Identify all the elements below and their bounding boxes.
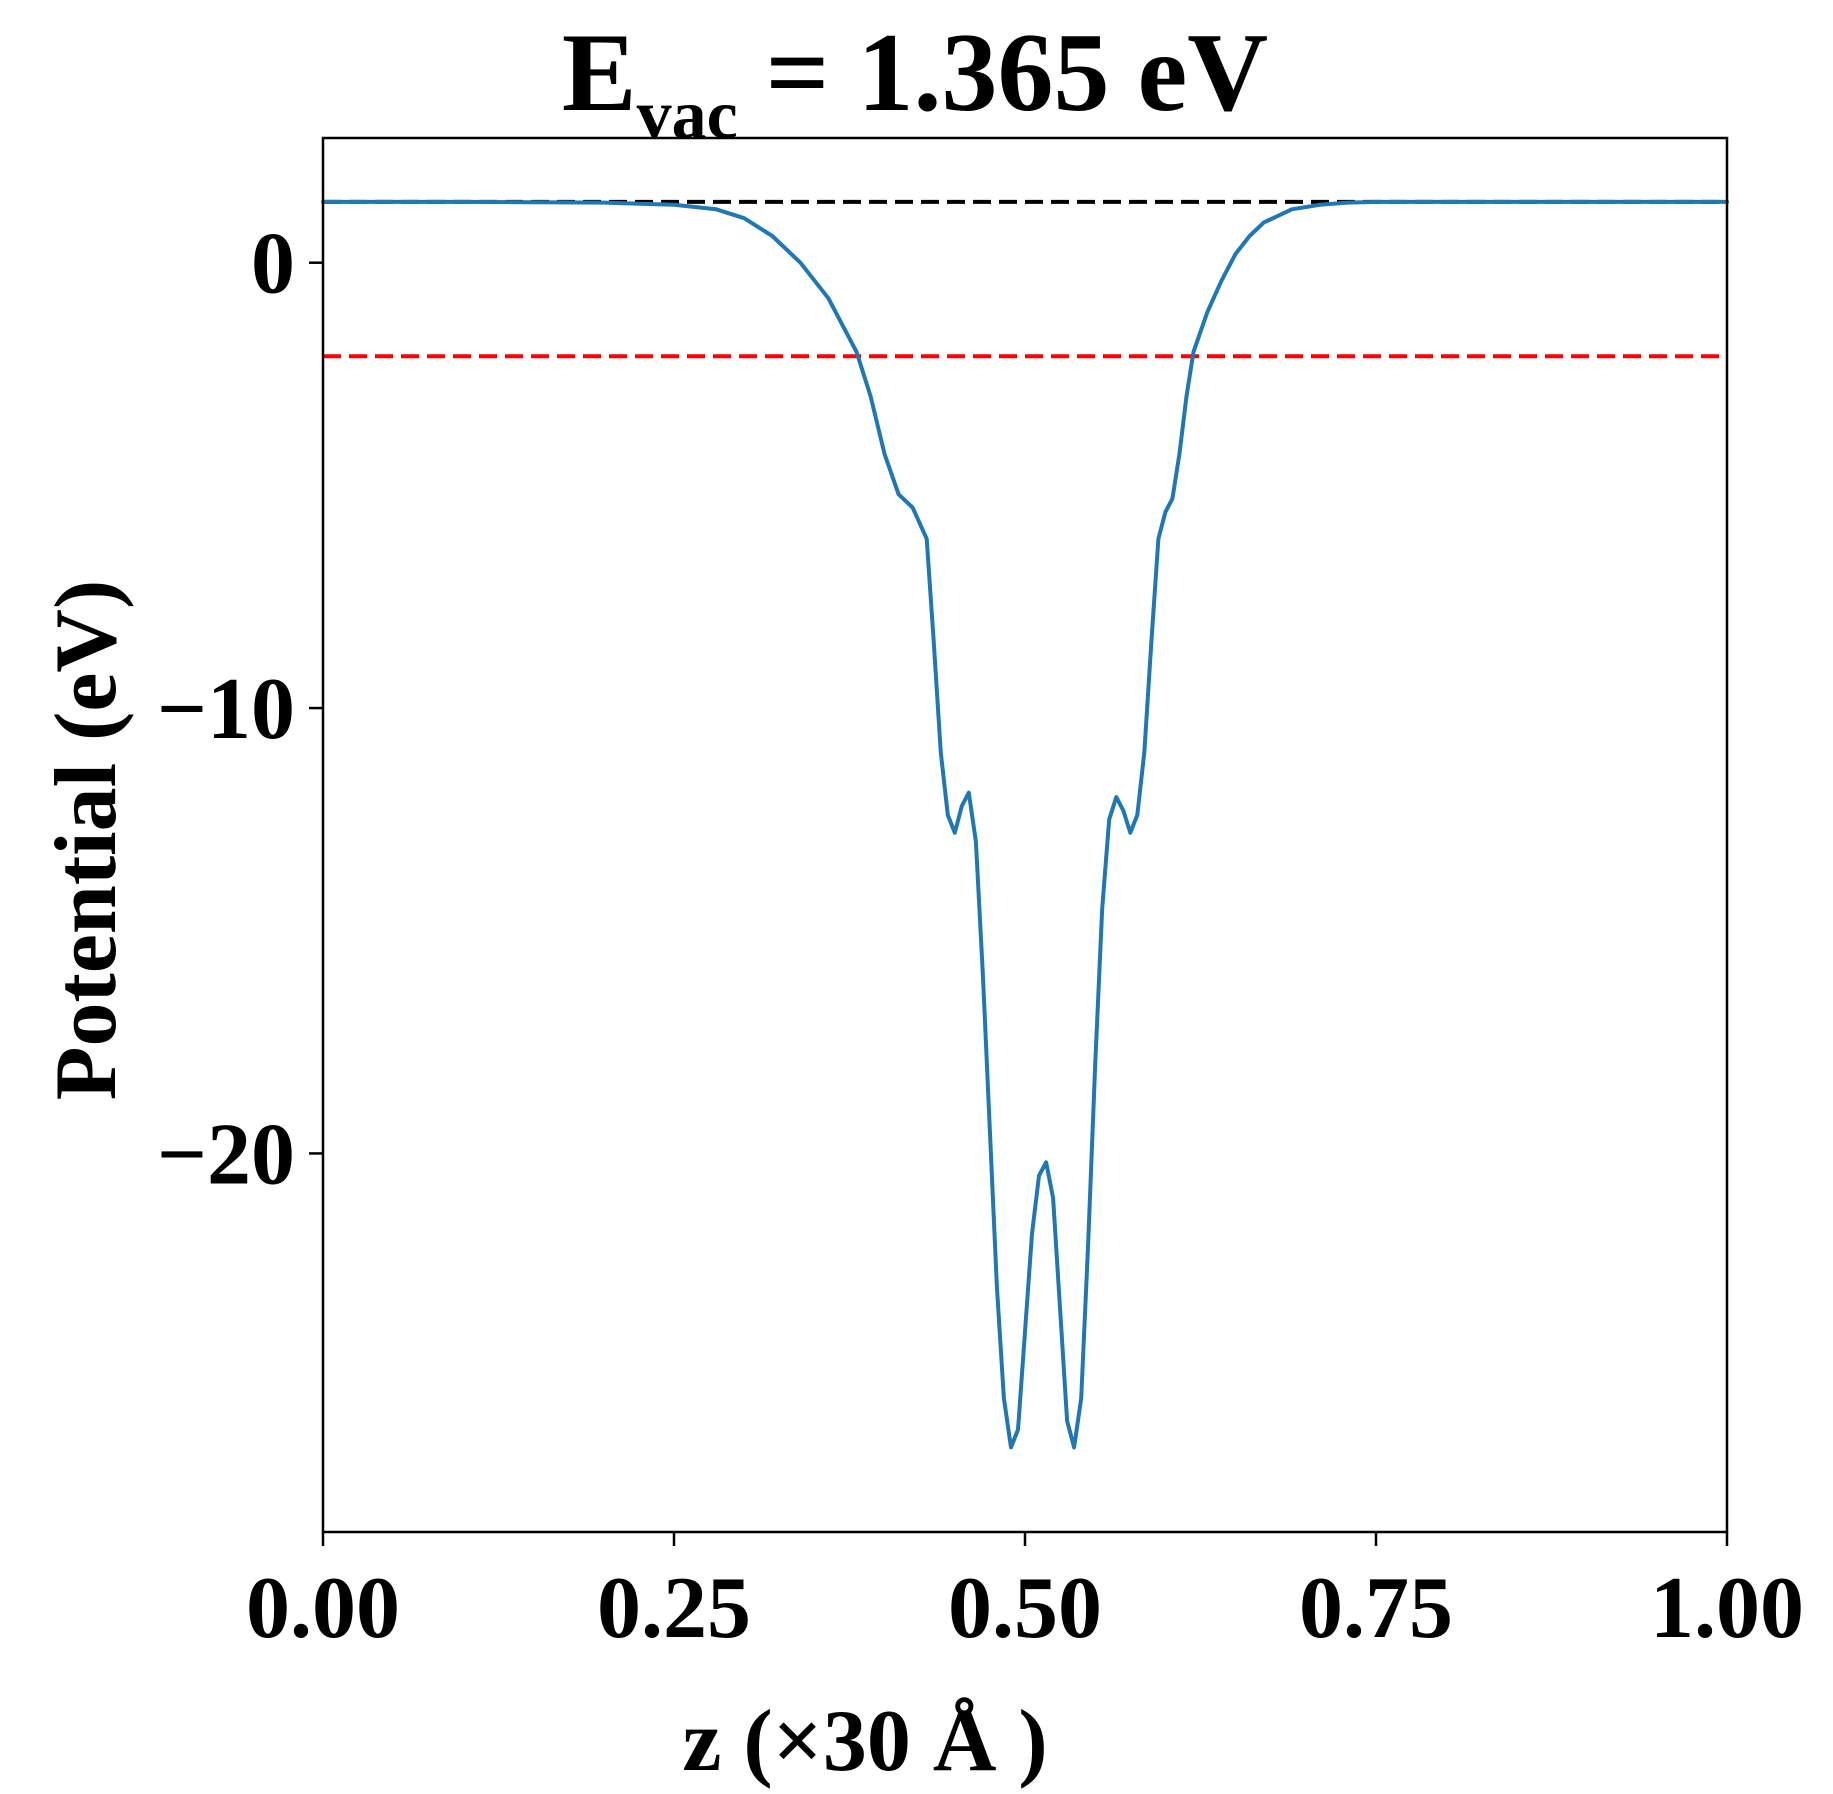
x-tick-label-1: 0.25 (597, 1560, 751, 1657)
x-tick-label-2: 0.50 (948, 1560, 1102, 1657)
x-tick-label-0: 0.00 (246, 1560, 400, 1657)
chart-title-rest: = 1.365 eV (738, 11, 1268, 135)
chart-title: Evac = 1.365 eV (562, 11, 1268, 154)
plot-area: 0.00 0.25 0.50 0.75 1.00 0 −10 −20 (157, 136, 1804, 1657)
y-axis-label: Potential (eV) (38, 580, 135, 1100)
chart-title-main: E (562, 11, 637, 135)
x-tick-label-4: 1.00 (1650, 1560, 1804, 1657)
x-axis-label: z (×30 Å ) (682, 1693, 1047, 1790)
x-tick-label-3: 0.75 (1299, 1560, 1453, 1657)
y-tick-label-2: −20 (157, 1106, 295, 1203)
y-tick-label-1: −10 (157, 661, 295, 758)
chart-title-subscript: vac (637, 77, 738, 154)
y-tick-label-0: 0 (251, 216, 295, 313)
series-line-0 (321, 199, 1729, 1450)
